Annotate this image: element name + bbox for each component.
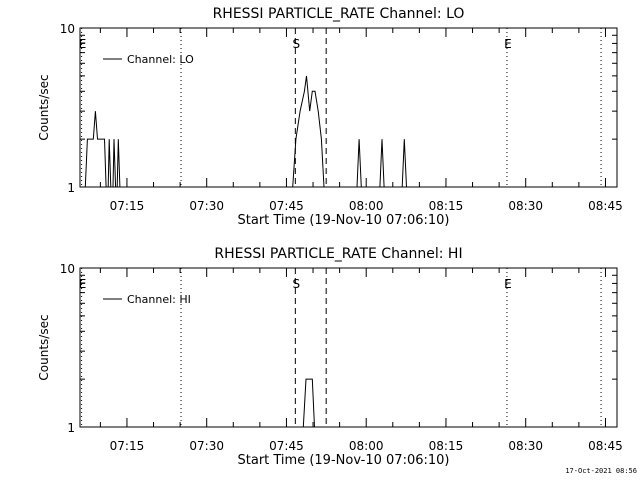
panel1-series-segment [107, 139, 112, 188]
panel1-series-segment [379, 139, 385, 188]
panel1-x-tick-label: 08:45 [588, 199, 623, 213]
panel2-event-marker-label: S [293, 277, 301, 291]
panel2-x-tick-label: 08:00 [349, 439, 384, 453]
panel1-legend-label: Channel: LO [127, 53, 194, 66]
panel2-x-tick-label: 08:15 [429, 439, 464, 453]
panel1-x-axis-label: Start Time (19-Nov-10 07:06:10) [238, 213, 450, 228]
panel1-series-segment [112, 139, 117, 188]
panel2-plot-frame [79, 267, 618, 428]
panel1-series-segment [84, 111, 107, 188]
panel1-x-tick-label: 08:30 [508, 199, 543, 213]
panel1-event-marker-label: E [504, 37, 512, 51]
panel2-x-tick-label: 07:30 [189, 439, 224, 453]
panel1-x-tick-label: 08:00 [349, 199, 384, 213]
panel2-chart-title: RHESSI PARTICLE_RATE Channel: HI [214, 246, 462, 262]
panel1-chart-title: RHESSI PARTICLE_RATE Channel: LO [213, 6, 465, 22]
panel1-series-segment [401, 139, 407, 188]
panel2-y-axis-label: Counts/sec [37, 314, 51, 380]
panel1-y-tick-label: 1 [67, 181, 75, 195]
panel1-y-tick-label: 10 [60, 22, 75, 36]
panel2-legend-label: Channel: HI [127, 293, 191, 306]
panel2-series-segment [302, 378, 315, 428]
panel2-x-tick-label: 07:45 [269, 439, 304, 453]
panel1-event-marker-label: E [79, 37, 87, 51]
panel1-x-tick-label: 07:45 [269, 199, 304, 213]
panel2-x-tick-label: 07:15 [110, 439, 145, 453]
panel1-plot-frame [79, 27, 618, 188]
panel1-series-segment [116, 139, 121, 188]
panel2-x-tick-label: 08:45 [588, 439, 623, 453]
footer-timestamp: 17-Oct-2021 08:56 [565, 467, 637, 475]
panel2-y-tick-label: 10 [60, 262, 75, 276]
panel1-x-tick-label: 07:15 [110, 199, 145, 213]
panel2-x-axis-label: Start Time (19-Nov-10 07:06:10) [238, 453, 450, 468]
panel1-x-tick-label: 08:15 [429, 199, 464, 213]
panel1-y-axis-label: Counts/sec [37, 74, 51, 140]
panel1-event-marker-label: S [293, 37, 301, 51]
panel2-y-tick-label: 1 [67, 421, 75, 435]
panel1-series-segment [356, 139, 362, 188]
panel2-event-marker-label: E [79, 277, 87, 291]
panel2-event-marker-label: E [504, 277, 512, 291]
panel2-x-tick-label: 08:30 [508, 439, 543, 453]
panel1-x-tick-label: 07:30 [189, 199, 224, 213]
panel1-series-segment [292, 75, 325, 188]
